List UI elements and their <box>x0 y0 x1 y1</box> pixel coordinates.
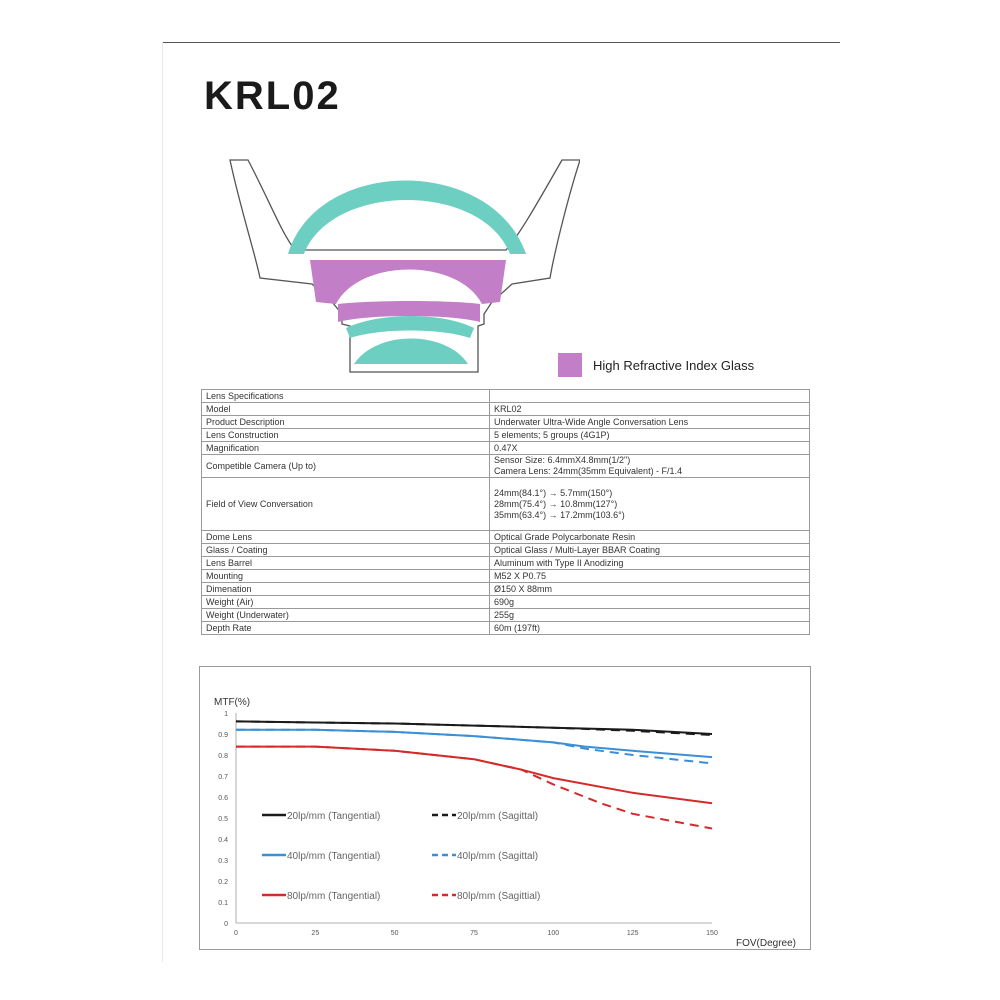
series-line-0 <box>235 720 713 735</box>
y-tick-label: 0 <box>224 921 228 928</box>
left-rule <box>162 42 163 962</box>
spec-key: Magnification <box>201 441 490 455</box>
table-row: Weight (Underwater) 255g <box>201 608 810 622</box>
y-tick-label: 0.9 <box>218 732 228 739</box>
spec-key: Glass / Coating <box>201 543 490 557</box>
spec-value-line: 35mm(63.4°) → 17.2mm(103.6°) <box>494 509 625 520</box>
mtf-chart: MTF(%) FOV(Degree) 0 0.1 0.2 0.3 0.4 0.5 0.6 0.7 0… <box>214 697 796 949</box>
spec-value: 0.47X <box>489 441 810 455</box>
spec-key: Mounting <box>201 569 490 583</box>
spec-key: Field of View Conversation <box>201 477 490 531</box>
x-tick-label: 150 <box>706 930 718 937</box>
table-header-row: Lens Specifications <box>201 389 810 403</box>
table-row: Product Description Underwater Ultra-Wid… <box>201 415 810 429</box>
spec-key: Competible Camera (Up to) <box>201 454 490 478</box>
specifications-table: Lens Specifications Model KRL02 Product … <box>201 389 810 635</box>
table-row: Magnification 0.47X <box>201 441 810 455</box>
y-tick-label: 0.1 <box>218 900 228 907</box>
spec-value-line: 24mm(84.1°) → 5.7mm(150°) <box>494 487 613 498</box>
table-row: Lens Construction 5 elements; 5 groups (… <box>201 428 810 442</box>
spec-value-line: Camera Lens: 24mm(35mm Equivalent) - F/1… <box>494 466 683 476</box>
x-tick-label: 125 <box>627 930 639 937</box>
spec-key: Lens Barrel <box>201 556 490 570</box>
legend-label-1: 20lp/mm (Sagittal) <box>457 811 538 822</box>
series-line-3 <box>236 728 713 765</box>
legend-label: High Refractive Index Glass <box>593 358 755 373</box>
spec-key: Weight (Underwater) <box>201 608 490 622</box>
spec-value: Optical Grade Polycarbonate Resin <box>489 530 810 544</box>
y-tick-label: 0.4 <box>218 837 228 844</box>
spec-key: Lens Construction <box>201 428 490 442</box>
spec-value: Optical Glass / Multi-Layer BBAR Coating <box>489 543 810 557</box>
y-tick-label: 1 <box>224 711 228 718</box>
x-tick-label: 25 <box>311 930 319 937</box>
y-tick-label: 0.2 <box>218 879 228 886</box>
spec-value-line: 28mm(75.4°) → 10.8mm(127°) <box>494 498 618 509</box>
rear-element <box>354 338 468 364</box>
spec-value: 5 elements; 5 groups (4G1P) <box>489 428 810 442</box>
spec-value: 60m (197ft) <box>489 621 810 635</box>
y-axis-label: MTF(%) <box>214 697 250 708</box>
table-row: Dome Lens Optical Grade Polycarbonate Re… <box>201 530 810 544</box>
x-tick-label: 75 <box>470 930 478 937</box>
spec-value: 690g <box>489 595 810 609</box>
spec-key: Weight (Air) <box>201 595 490 609</box>
lens-cross-section-diagram <box>229 159 580 373</box>
y-tick-label: 0.3 <box>218 858 228 865</box>
table-header: Lens Specifications <box>201 389 490 403</box>
spec-value: Underwater Ultra-Wide Angle Conversation… <box>489 415 810 429</box>
table-row: Lens Barrel Aluminum with Type II Anodiz… <box>201 556 810 570</box>
spec-value: KRL02 <box>489 402 810 416</box>
table-row: Weight (Air) 690g <box>201 595 810 609</box>
table-row: Competible Camera (Up to) Sensor Size: 6… <box>201 454 810 478</box>
table-row: Glass / Coating Optical Glass / Multi-La… <box>201 543 810 557</box>
legend-label-0: 20lp/mm (Tangential) <box>287 811 380 822</box>
mtf-chart-frame: MTF(%) FOV(Degree) 0 0.1 0.2 0.3 0.4 0.5 0.6 0.7 0… <box>199 666 811 950</box>
legend-swatch-high-index <box>558 353 582 377</box>
spec-value: Ø150 X 88mm <box>489 582 810 596</box>
series-line-1 <box>235 720 713 736</box>
spec-value-line: Sensor Size: 6.4mmX4.8mm(1/2") <box>494 455 631 465</box>
y-tick-label: 0.7 <box>218 774 228 781</box>
series-line-2 <box>236 728 713 759</box>
spec-value: Aluminum with Type II Anodizing <box>489 556 810 570</box>
table-row: Field of View Conversation 24mm(84.1°) →… <box>201 477 810 531</box>
spec-value: M52 X P0.75 <box>489 569 810 583</box>
spec-key: Depth Rate <box>201 621 490 635</box>
y-tick-label: 0.5 <box>218 816 228 823</box>
spec-value: 24mm(84.1°) → 5.7mm(150°) 28mm(75.4°) → … <box>489 477 810 531</box>
series-line-5 <box>236 745 713 830</box>
spec-key: Dimenation <box>201 582 490 596</box>
spec-key: Dome Lens <box>201 530 490 544</box>
legend-label-5: 80lp/mm (Sagittial) <box>457 891 540 902</box>
table-row: Dimenation Ø150 X 88mm <box>201 582 810 596</box>
dome-lens <box>288 180 526 254</box>
table-row: Mounting M52 X P0.75 <box>201 569 810 583</box>
y-tick-label: 0.8 <box>218 753 228 760</box>
spec-value: Sensor Size: 6.4mmX4.8mm(1/2") Camera Le… <box>489 454 810 478</box>
high-index-element-2 <box>338 301 480 322</box>
x-tick-label: 50 <box>391 930 399 937</box>
spec-key: Model <box>201 402 490 416</box>
legend-label-4: 80lp/mm (Tangential) <box>287 891 380 902</box>
table-row: Depth Rate 60m (197ft) <box>201 621 810 635</box>
table-row: Model KRL02 <box>201 402 810 416</box>
y-tick-label: 0.6 <box>218 795 228 802</box>
table-header-empty <box>489 389 810 403</box>
legend-label-2: 40lp/mm (Tangential) <box>287 851 380 862</box>
x-tick-label: 0 <box>234 930 238 937</box>
spec-key: Product Description <box>201 415 490 429</box>
high-index-element-1 <box>310 260 506 304</box>
meniscus-element <box>346 316 474 338</box>
product-title: KRL02 <box>204 74 341 118</box>
spec-value: 255g <box>489 608 810 622</box>
x-axis-label: FOV(Degree) <box>736 938 796 949</box>
legend-label-3: 40lp/mm (Sagittal) <box>457 851 538 862</box>
x-tick-label: 100 <box>547 930 559 937</box>
top-rule <box>162 42 840 43</box>
